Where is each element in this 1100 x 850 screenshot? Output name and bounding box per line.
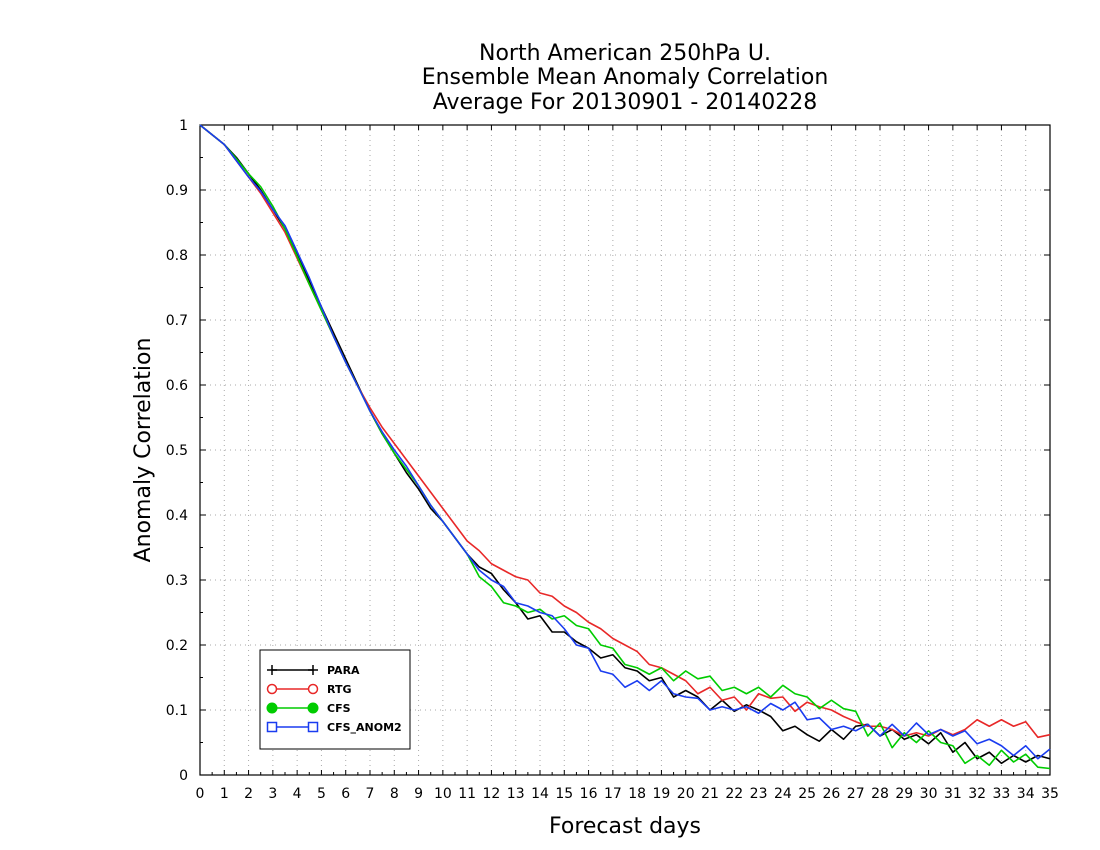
y-tick-label: 1 bbox=[179, 118, 188, 134]
x-tick-label: 33 bbox=[993, 786, 1011, 802]
y-axis: 0 0.1 0.2 0.3 0.4 0.5 0.6 0.7 0.8 0.9 1 bbox=[166, 118, 1050, 784]
x-tick-label: 34 bbox=[1017, 786, 1035, 802]
x-tick-label: 5 bbox=[317, 786, 326, 802]
x-tick-label: 11 bbox=[458, 786, 476, 802]
x-axis-title: Forecast days bbox=[549, 814, 701, 839]
x-tick-label: 1 bbox=[220, 786, 229, 802]
legend-items: PARA RTG CFS CFS_ANOM2 bbox=[266, 664, 402, 734]
x-tick-label: 23 bbox=[750, 786, 768, 802]
y-tick-label: 0.6 bbox=[166, 378, 188, 394]
x-tick-label: 0 bbox=[196, 786, 205, 802]
x-tick-label: 7 bbox=[366, 786, 375, 802]
x-tick-label: 10 bbox=[434, 786, 452, 802]
x-tick-label: 35 bbox=[1041, 786, 1059, 802]
legend-label-cfs: CFS bbox=[327, 702, 351, 715]
legend-marker-rtg bbox=[307, 683, 319, 695]
x-tick-label: 9 bbox=[414, 786, 423, 802]
x-tick-label: 13 bbox=[507, 786, 525, 802]
y-tick-label: 0.8 bbox=[166, 248, 188, 264]
grid-lines bbox=[200, 125, 1050, 775]
legend-box bbox=[259, 649, 411, 750]
series-line-cfs-anom2 bbox=[199, 124, 1051, 760]
x-tick-label: 21 bbox=[701, 786, 719, 802]
x-tick-label: 8 bbox=[390, 786, 399, 802]
legend-marker-rtg bbox=[266, 683, 278, 695]
legend-marker-cfs-anom2 bbox=[266, 721, 278, 733]
y-tick-label: 0.7 bbox=[166, 313, 188, 329]
y-tick-label: 0.2 bbox=[166, 638, 188, 654]
x-tick-label: 27 bbox=[847, 786, 865, 802]
x-tick-label: 20 bbox=[677, 786, 695, 802]
x-tick-label: 28 bbox=[871, 786, 889, 802]
x-tick-label: 29 bbox=[895, 786, 913, 802]
x-tick-label: 17 bbox=[604, 786, 622, 802]
x-tick-label: 18 bbox=[628, 786, 646, 802]
x-axis: 0 1 2 3 4 5 6 7 8 9 10 11 12 13 14 15 16 17 18 19 20 21 22 23 24… bbox=[196, 125, 1059, 802]
legend-marker-cfs bbox=[266, 702, 278, 714]
x-tick-label: 6 bbox=[341, 786, 350, 802]
x-tick-label: 14 bbox=[531, 786, 549, 802]
x-tick-label: 12 bbox=[483, 786, 501, 802]
y-tick-label: 0.3 bbox=[166, 573, 188, 589]
x-tick-label: 3 bbox=[268, 786, 277, 802]
x-tick-label: 31 bbox=[944, 786, 962, 802]
x-tick-label: 30 bbox=[920, 786, 938, 802]
legend-label-rtg: RTG bbox=[327, 683, 352, 696]
y-tick-label: 0.9 bbox=[166, 183, 188, 199]
y-tick-label: 0.4 bbox=[166, 508, 188, 524]
legend-label-para: PARA bbox=[327, 664, 360, 677]
y-tick-label: 0.5 bbox=[166, 443, 188, 459]
x-tick-label: 19 bbox=[653, 786, 671, 802]
x-tick-label: 22 bbox=[725, 786, 743, 802]
x-tick-label: 4 bbox=[293, 786, 302, 802]
y-tick-label: 0.1 bbox=[166, 703, 188, 719]
chart-title-line-3: Average For 20130901 - 20140228 bbox=[433, 90, 818, 115]
chart-title-line-1: North American 250hPa U. bbox=[479, 41, 771, 66]
x-tick-label: 24 bbox=[774, 786, 792, 802]
legend-label-cfs-anom2: CFS_ANOM2 bbox=[327, 721, 402, 734]
y-tick-label: 0 bbox=[179, 768, 188, 784]
series-lines bbox=[199, 124, 1051, 770]
x-tick-label: 16 bbox=[580, 786, 598, 802]
chart-title-line-2: Ensemble Mean Anomaly Correlation bbox=[422, 65, 829, 90]
x-tick-label: 25 bbox=[798, 786, 816, 802]
x-tick-label: 32 bbox=[968, 786, 986, 802]
legend-marker-cfs-anom2 bbox=[307, 721, 319, 733]
x-tick-label: 15 bbox=[555, 786, 573, 802]
legend-marker-cfs bbox=[307, 702, 319, 714]
y-axis-title: Anomaly Correlation bbox=[131, 338, 156, 563]
x-tick-label: 2 bbox=[244, 786, 253, 802]
x-tick-label: 26 bbox=[823, 786, 841, 802]
series-line-para bbox=[199, 124, 1051, 765]
legend: PARA RTG CFS CFS_ANOM2 bbox=[259, 649, 411, 750]
